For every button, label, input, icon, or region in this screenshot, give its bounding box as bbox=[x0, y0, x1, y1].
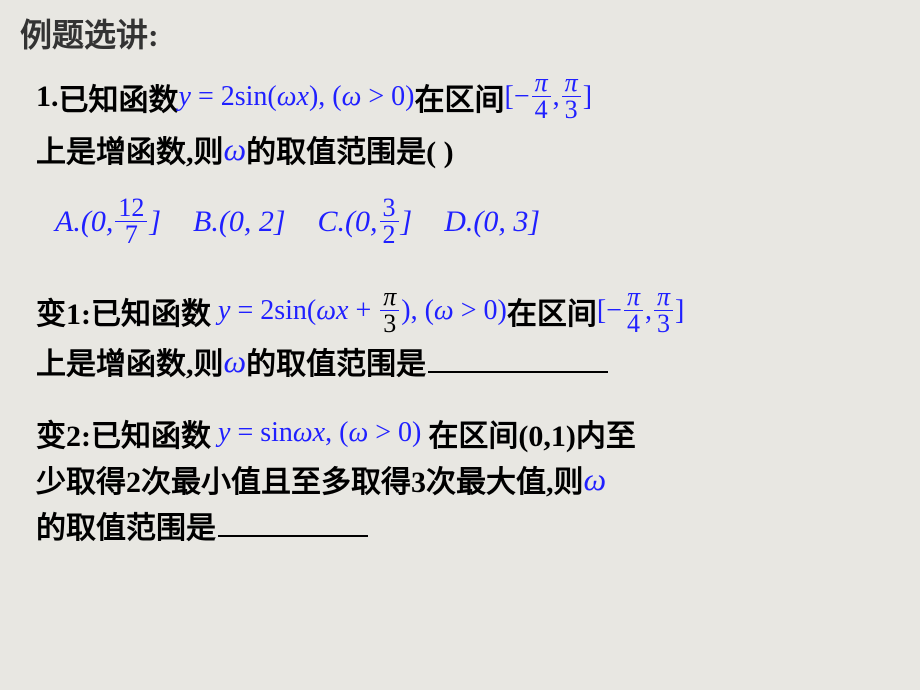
variant1-func-omega2: ω bbox=[434, 295, 454, 327]
frac-den: 3 bbox=[562, 97, 581, 123]
option-a-frac: 12 7 bbox=[115, 195, 147, 248]
frac-num: 12 bbox=[115, 195, 147, 222]
frac-num: 3 bbox=[380, 195, 399, 222]
variant2-text1: 已知函数 bbox=[91, 411, 211, 455]
frac-num: π bbox=[624, 284, 643, 311]
frac-den: 4 bbox=[532, 97, 551, 123]
problem1-func: y bbox=[179, 81, 191, 113]
variant1-func-plus: + bbox=[348, 295, 378, 327]
variant2-line2-text: 少取得2次最小值且至多取得3次最大值,则 bbox=[36, 457, 584, 501]
option-a: A.(0, 12 7 ] bbox=[55, 195, 161, 248]
problem1-label: 1. bbox=[36, 80, 59, 114]
interval-open: [− bbox=[597, 295, 622, 327]
variant1-line2-before: 上是增函数,则 bbox=[36, 339, 224, 383]
frac-den: 3 bbox=[654, 311, 673, 337]
variant1-interval: [− π 4 , π 3 ] bbox=[597, 284, 685, 337]
problem1-interval: [− π 4 , π 3 ] bbox=[505, 70, 593, 123]
frac-num: π bbox=[380, 284, 399, 311]
options-row: A.(0, 12 7 ] B.(0, 2] C.(0, 3 2 ] D.(0, … bbox=[55, 195, 900, 248]
option-b: B.(0, 2] bbox=[193, 205, 286, 239]
problem1-omega: ω bbox=[224, 131, 247, 168]
variant2-line3-text: 的取值范围是 bbox=[36, 503, 216, 547]
variant1-func-omegax: ωx bbox=[316, 295, 348, 327]
frac-den: 4 bbox=[624, 311, 643, 337]
problem1-text2: 在区间 bbox=[415, 75, 505, 119]
variant1-line2-after: 的取值范围是 bbox=[246, 339, 426, 383]
interval-open: [− bbox=[505, 81, 530, 113]
variant1-label: 变1: bbox=[36, 289, 91, 333]
interval-close: ] bbox=[675, 295, 684, 327]
problem1-func-gt: > 0) bbox=[361, 81, 414, 113]
frac-num: π bbox=[532, 70, 551, 97]
option-c: C.(0, 3 2 ] bbox=[318, 195, 413, 248]
variant1-text1: 已知函数 bbox=[91, 289, 211, 333]
variant2-text2: 在区间(0,1)内至 bbox=[428, 411, 635, 455]
variant1-func-gt: > 0) bbox=[454, 295, 507, 327]
variant2-func-eq: = sin bbox=[230, 417, 292, 449]
variant1-text2: 在区间 bbox=[507, 289, 597, 333]
problem1-line1: 1. 已知函数 y = 2sin( ωx ), ( ω > 0) 在区间 [− … bbox=[36, 70, 900, 123]
variant1-blank bbox=[428, 349, 608, 373]
section-title: 例题选讲: bbox=[20, 10, 900, 56]
option-a-suffix: ] bbox=[149, 205, 161, 239]
variant2-line1: 变2: 已知函数 y = sin ωx , ( ω > 0) 在区间(0,1)内… bbox=[36, 411, 900, 455]
problem1-line2-before: 上是增函数,则 bbox=[36, 127, 224, 171]
variant2-func-y: y bbox=[211, 417, 230, 449]
problem1-func-omega: ωx bbox=[277, 81, 309, 113]
option-a-prefix: A.(0, bbox=[55, 205, 113, 239]
frac-den: 3 bbox=[380, 311, 399, 337]
variant1-func-close: ), ( bbox=[401, 295, 434, 327]
variant2-line2-wrap: 少取得2次最小值且至多取得3次最大值,则 ω bbox=[36, 457, 900, 501]
interval-close: ] bbox=[583, 81, 592, 113]
option-d: D.(0, 3] bbox=[444, 205, 540, 239]
variant1-line1: 变1: 已知函数 y = 2sin( ωx + π 3 ), ( ω > 0) … bbox=[36, 284, 900, 337]
variant2-blank bbox=[218, 513, 368, 537]
variant1-omega: ω bbox=[224, 343, 247, 380]
interval-frac1: π 4 bbox=[532, 70, 551, 123]
problem1-func-paren: ), ( bbox=[309, 81, 342, 113]
problem1-func-eq: = 2sin( bbox=[191, 81, 277, 113]
option-c-prefix: C.(0, bbox=[318, 205, 378, 239]
problem1-text1: 已知函数 bbox=[59, 75, 179, 119]
variant1-func-frac: π 3 bbox=[380, 284, 399, 337]
variant2-func-omegax: ωx bbox=[293, 417, 325, 449]
frac-den: 2 bbox=[380, 222, 399, 248]
variant2-omega: ω bbox=[584, 461, 607, 498]
interval-frac2: π 3 bbox=[654, 284, 673, 337]
interval-comma: , bbox=[553, 81, 560, 113]
frac-den: 7 bbox=[122, 222, 141, 248]
frac-num: π bbox=[562, 70, 581, 97]
variant2-label: 变2: bbox=[36, 411, 91, 455]
interval-frac1: π 4 bbox=[624, 284, 643, 337]
interval-frac2: π 3 bbox=[562, 70, 581, 123]
variant1-line2: 上是增函数,则 ω 的取值范围是 bbox=[36, 339, 900, 383]
problem1-line2: 上是增函数,则 ω 的取值范围是( ) bbox=[36, 127, 900, 171]
variant2-func-gt: > 0) bbox=[368, 417, 428, 449]
option-c-suffix: ] bbox=[401, 205, 413, 239]
frac-num: π bbox=[654, 284, 673, 311]
variant2-line3-wrap: 的取值范围是 bbox=[36, 503, 900, 547]
problem1-func-cond: ω bbox=[342, 81, 362, 113]
interval-comma: , bbox=[645, 295, 652, 327]
variant1-func-eq: = 2sin( bbox=[230, 295, 316, 327]
variant2-func-cond: , ( bbox=[325, 417, 348, 449]
variant1-func-y: y bbox=[211, 295, 230, 327]
problem1-line2-after: 的取值范围是( ) bbox=[246, 127, 453, 171]
variant2-func-omega: ω bbox=[348, 417, 368, 449]
option-c-frac: 3 2 bbox=[380, 195, 399, 248]
